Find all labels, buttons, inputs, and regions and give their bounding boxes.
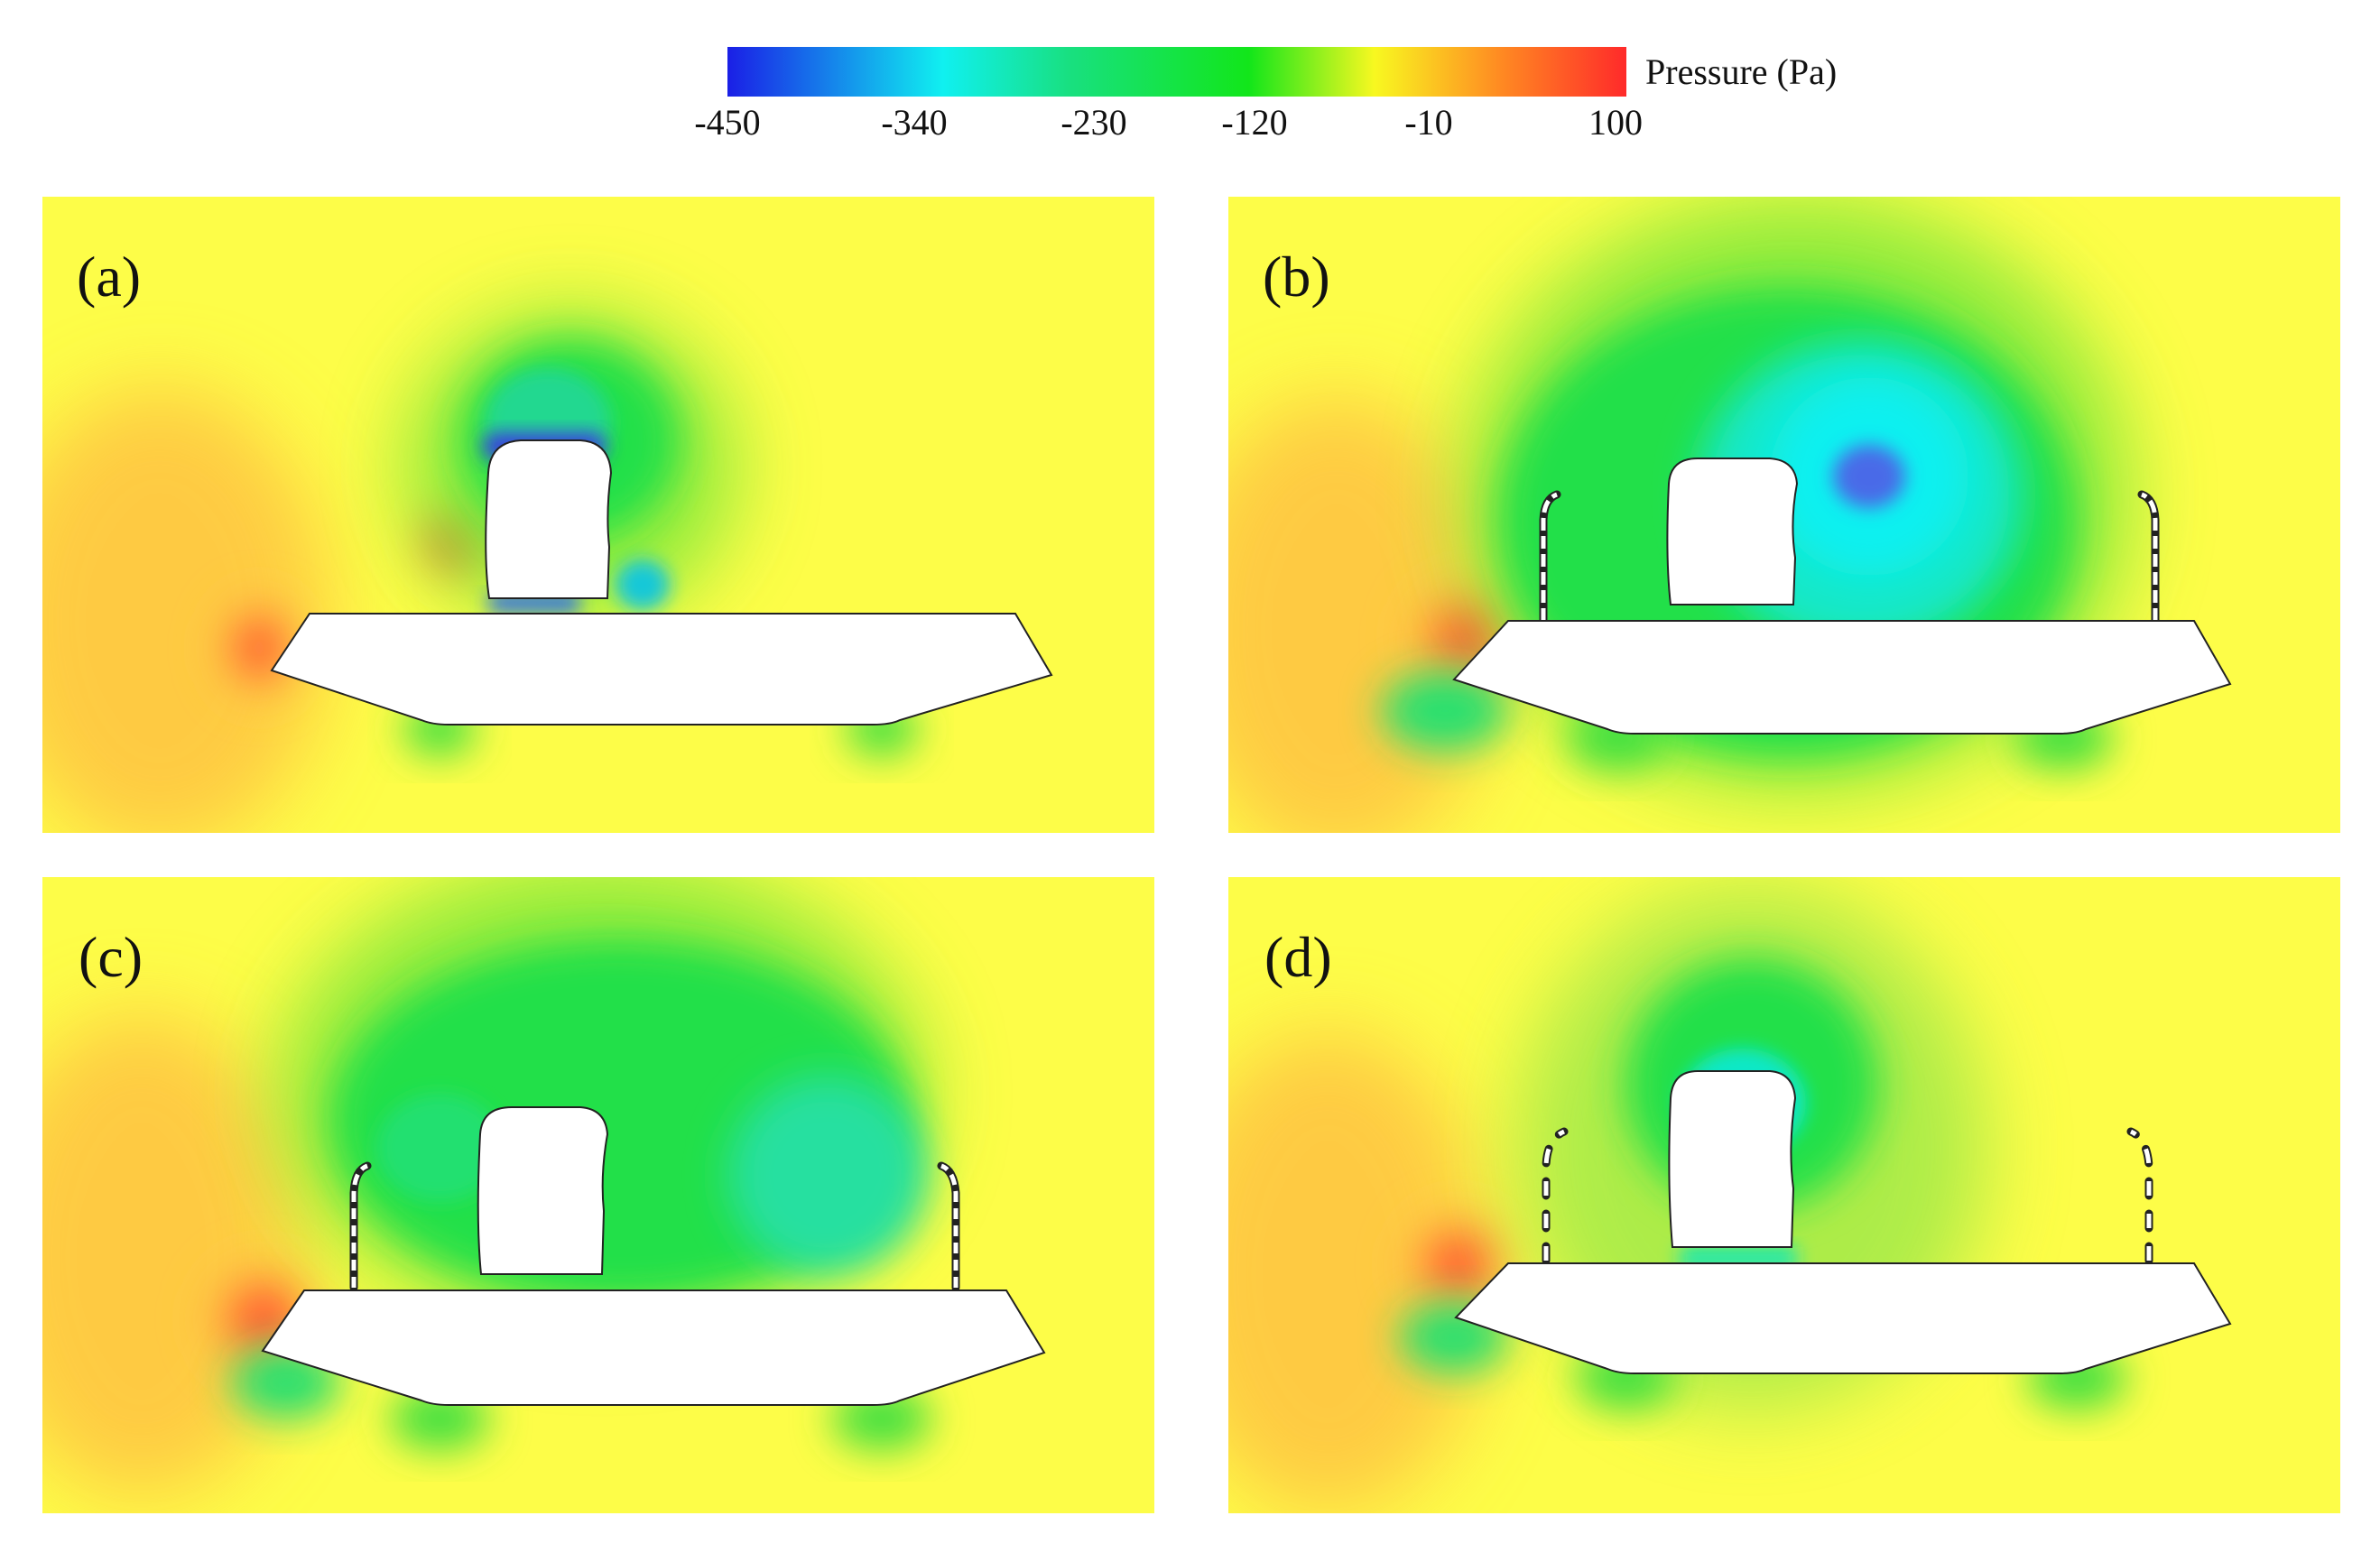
wind-barrier-right-c	[940, 1163, 958, 1288]
pressure-field-d	[1228, 877, 2340, 1513]
panel-b: (b)	[1228, 197, 2340, 833]
pressure-field-c	[42, 877, 1154, 1513]
wind-barrier-right-d	[2129, 1129, 2152, 1261]
pressure-field-a	[42, 197, 1154, 833]
pressure-field-b	[1228, 197, 2340, 833]
wind-barrier-right-b	[2140, 492, 2158, 621]
colorbar-title: Pressure (Pa)	[1645, 51, 1838, 92]
colorbar-tick: -340	[881, 102, 948, 143]
wind-barrier-left-c	[351, 1163, 369, 1288]
colorbar-tick: -10	[1404, 102, 1453, 143]
panel-d: (d)	[1228, 877, 2340, 1513]
wind-barrier-left-b	[1541, 492, 1559, 621]
building-d	[1668, 1070, 1797, 1248]
panel-label: (b)	[1263, 245, 1330, 309]
building-c	[477, 1106, 609, 1275]
building-b	[1666, 458, 1799, 605]
panel-c: (c)	[42, 877, 1154, 1513]
panel-label: (c)	[79, 925, 144, 989]
building-a	[485, 439, 613, 599]
panel-label: (a)	[77, 245, 142, 309]
wind-barrier-left-d	[1543, 1129, 1566, 1261]
colorbar-tick: -120	[1221, 102, 1288, 143]
panel-a: (a)	[42, 197, 1154, 833]
colorbar-tick: -450	[694, 102, 761, 143]
deck-c	[261, 1289, 1046, 1406]
colorbar-tick: 100	[1588, 102, 1643, 143]
deck-a	[270, 613, 1053, 726]
colorbar-tick: -230	[1060, 102, 1127, 143]
colorbar: Pressure (Pa) -450 -340 -230 -120 -10 10…	[0, 0, 2380, 162]
deck-d	[1454, 1262, 2232, 1374]
colorbar-gradient	[727, 47, 1626, 97]
panel-label: (d)	[1264, 925, 1332, 989]
deck-b	[1452, 620, 2232, 735]
